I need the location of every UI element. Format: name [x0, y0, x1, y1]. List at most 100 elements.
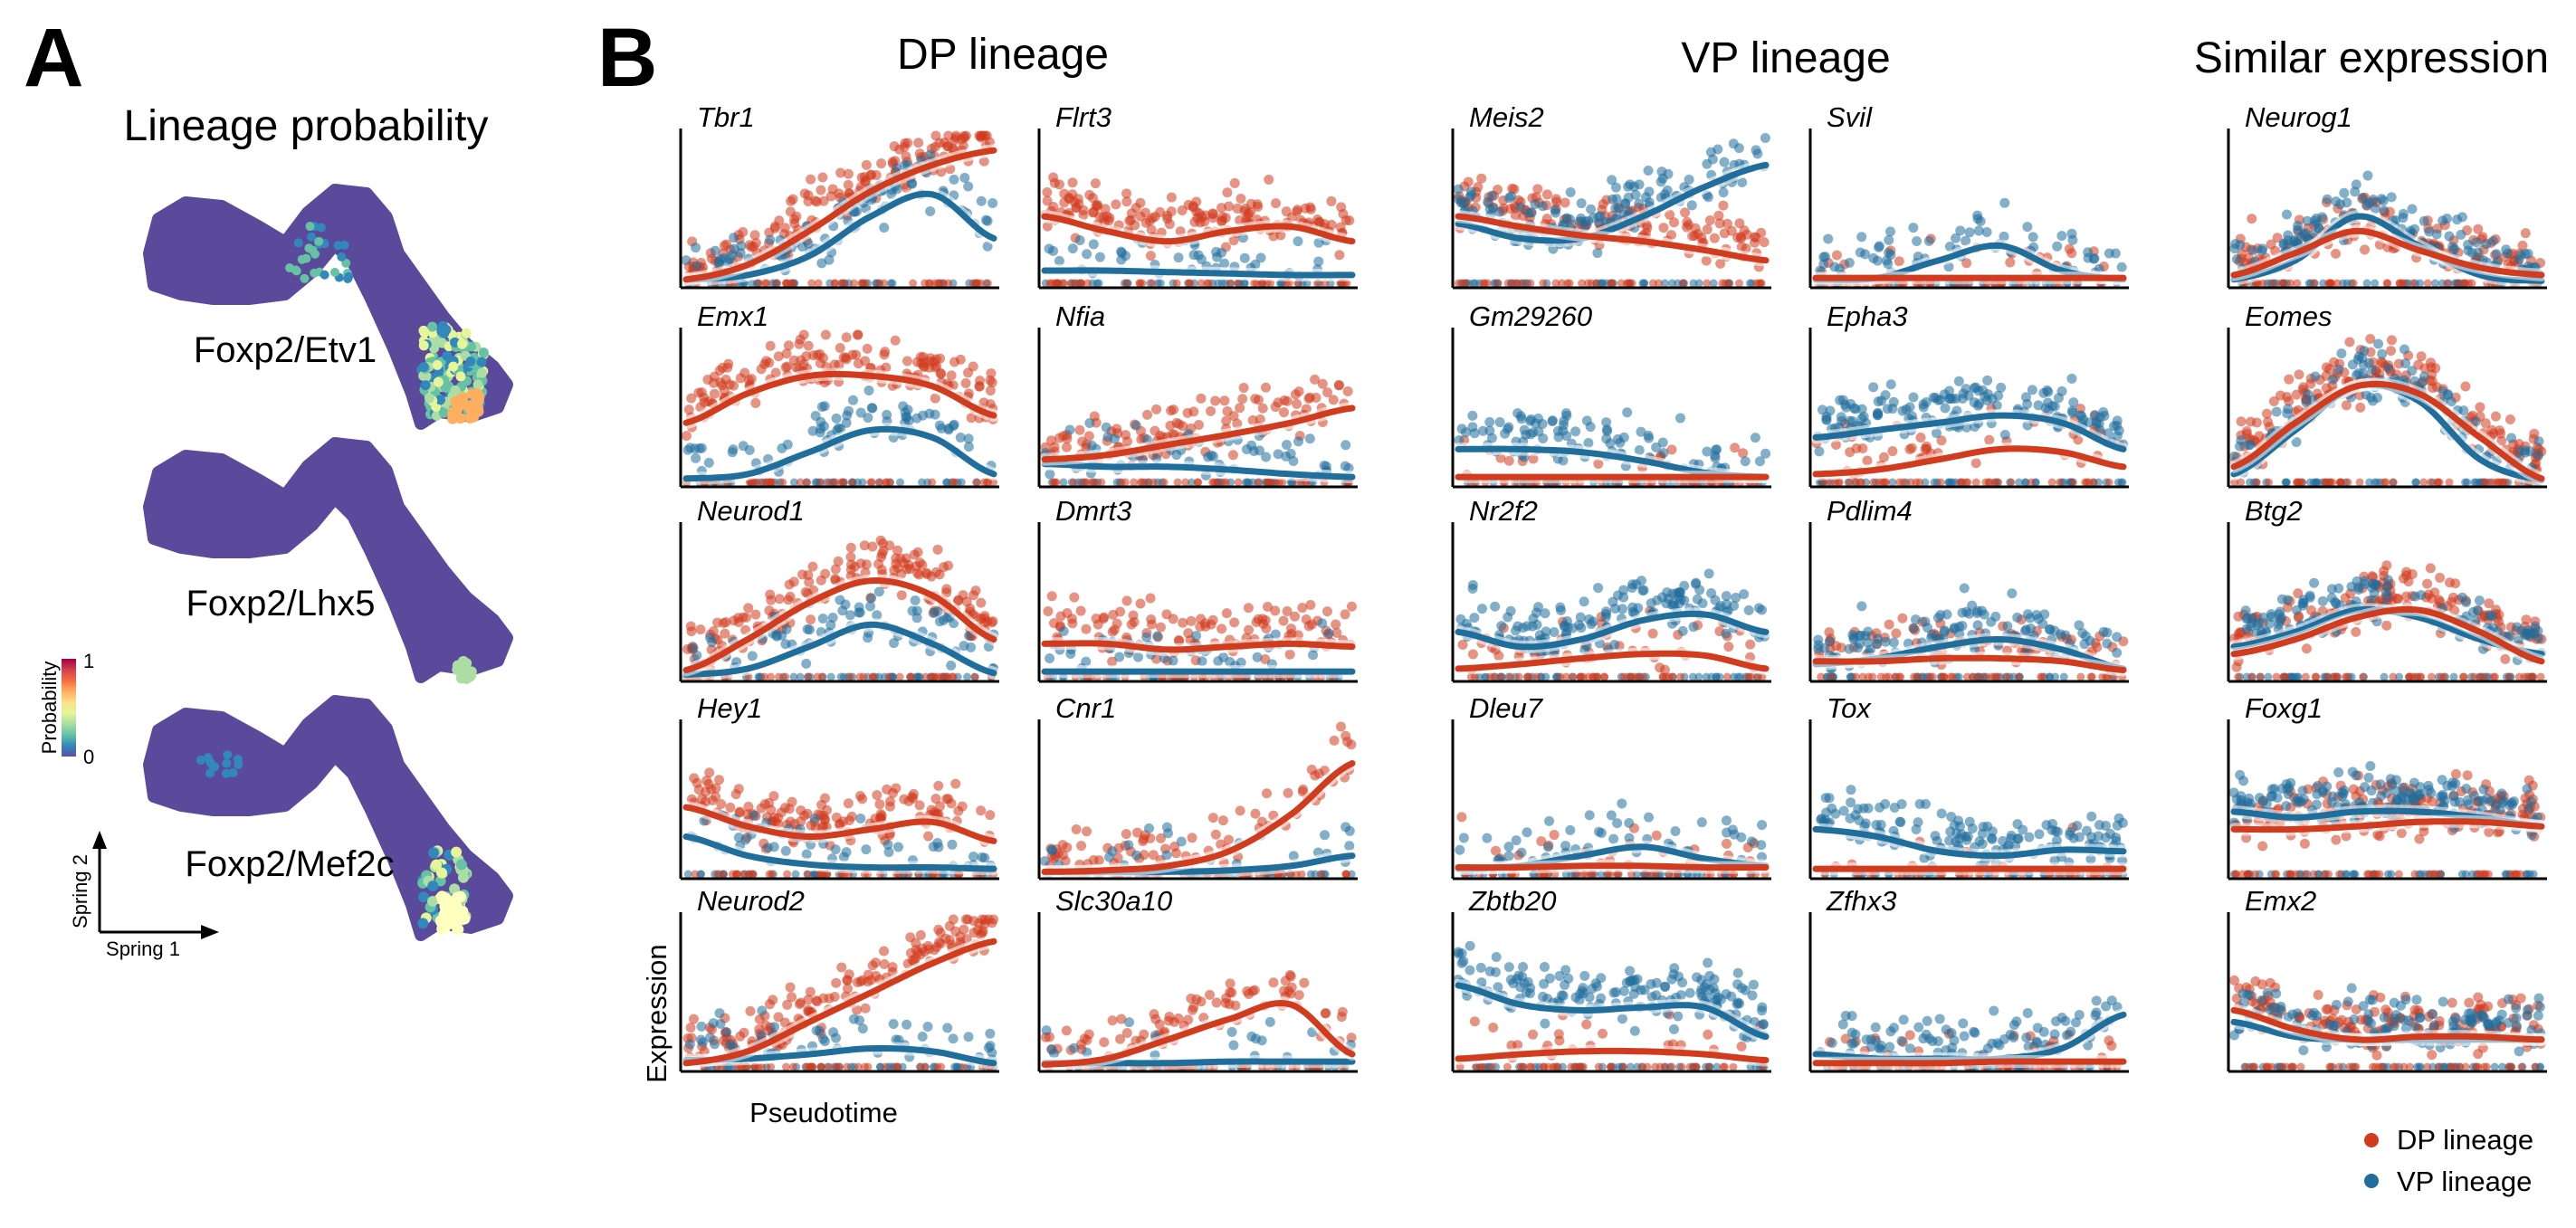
embedding-cell	[240, 217, 250, 227]
embedding-cell	[378, 279, 388, 289]
embedding-cell-highlight	[424, 393, 434, 404]
embedding-cell	[377, 270, 387, 280]
embedding-cell	[400, 349, 410, 359]
embedding-cell-highlight	[418, 362, 429, 373]
embedding-cell	[415, 414, 425, 424]
embedding-cell	[374, 563, 384, 573]
embedding-cell	[169, 507, 179, 517]
embedding-cell	[330, 444, 340, 454]
embedding-cell-highlight	[304, 243, 314, 253]
embedding-cell	[286, 521, 296, 531]
embedding-cell	[161, 235, 171, 245]
embedding-cell	[191, 287, 201, 297]
embedding-cell-highlight	[293, 238, 303, 248]
embedding-cell	[361, 257, 371, 267]
embedding-cell	[280, 529, 290, 539]
embedding-cell	[182, 721, 192, 731]
embedding-cell	[498, 384, 508, 394]
embedding-cell	[371, 548, 381, 558]
embedding-cell	[330, 702, 340, 712]
embedding-lhx5	[143, 437, 513, 684]
embedding-cell	[355, 472, 365, 482]
embedding-cell	[453, 625, 463, 635]
embedding-cell	[200, 804, 210, 814]
embedding-cell	[404, 780, 414, 790]
embedding-cell	[259, 785, 269, 795]
embedding-cell	[396, 526, 405, 536]
embedding-cell	[153, 221, 163, 231]
embedding-cell	[191, 798, 201, 808]
embedding-cell	[190, 273, 200, 283]
embedding-cell	[263, 487, 273, 497]
embedding-cell	[186, 202, 196, 212]
embedding-cell	[248, 505, 258, 515]
embedding-cell	[291, 495, 301, 505]
embedding-cell	[381, 504, 391, 514]
embedding-cell	[153, 732, 163, 742]
embedding-cell	[191, 540, 201, 550]
embedding-cell	[231, 499, 241, 509]
embedding-cell	[190, 785, 200, 795]
embedding-cell	[404, 522, 414, 532]
embedding-cell	[428, 823, 438, 833]
embedding-cell-highlight	[476, 357, 487, 367]
embedding-cell	[385, 300, 395, 310]
embedding-cell	[384, 228, 394, 238]
embedding-cell	[329, 738, 339, 747]
embedding-cell	[390, 540, 400, 550]
embedding-cell	[337, 749, 347, 759]
embedding-cell	[401, 572, 411, 582]
embedding-cell	[405, 885, 415, 895]
embedding-cell	[373, 466, 383, 476]
embedding-cell	[291, 479, 301, 489]
embedding-cell	[207, 286, 217, 296]
embedding-cell-highlight	[420, 380, 431, 391]
embedding-cell-highlight	[432, 359, 443, 370]
embedding-cell	[371, 295, 381, 305]
embedding-cell	[252, 281, 262, 291]
embedding-cell	[172, 275, 182, 285]
embedding-cell	[354, 244, 364, 254]
embedding-cell-highlight	[329, 267, 339, 277]
embedding-cell	[369, 747, 379, 757]
embedding-cell	[404, 790, 414, 800]
embedding-cell	[191, 471, 201, 481]
embedding-cell-highlight	[461, 672, 472, 684]
embedding-cell	[174, 477, 184, 487]
embedding-cell-highlight	[458, 661, 470, 672]
embedding-cell-highlight	[297, 254, 307, 264]
embedding-cell	[291, 225, 301, 235]
embedding-cell	[248, 801, 258, 811]
embedding-cell	[281, 239, 291, 249]
embedding-cell	[432, 614, 442, 624]
embedding-cell	[453, 592, 463, 602]
embedding-cell	[231, 238, 241, 248]
embedding-cell	[270, 289, 280, 299]
embedding-cell	[405, 374, 415, 384]
embedding-cell-highlight	[419, 327, 430, 338]
embedding-cell	[290, 512, 300, 522]
embedding-cell	[477, 648, 487, 658]
lineage-probability-title: Lineage probability	[124, 102, 489, 150]
embedding-cell	[366, 208, 376, 218]
embedding-cell	[329, 480, 339, 490]
embedding-cell	[342, 221, 352, 231]
embedding-cell	[330, 191, 340, 201]
embedding-cell-highlight	[344, 271, 354, 281]
embedding-cell	[195, 775, 205, 785]
embedding-cell-highlight	[320, 270, 329, 280]
embedding-cell	[485, 883, 495, 893]
embedding-cell	[350, 191, 360, 201]
embedding-cell	[402, 561, 412, 571]
embedding-cell	[404, 532, 414, 542]
embedding-cell	[355, 730, 365, 740]
embedding-cell-highlight	[310, 268, 320, 278]
embedding-cell	[385, 492, 395, 502]
embedding-cell	[165, 220, 175, 230]
embedding-cell	[230, 217, 240, 227]
embedding-cell	[342, 732, 352, 742]
embedding-cell	[231, 245, 241, 255]
embedding-cell	[481, 633, 491, 643]
embedding-cell	[439, 573, 449, 583]
embedding-cell	[240, 471, 250, 481]
